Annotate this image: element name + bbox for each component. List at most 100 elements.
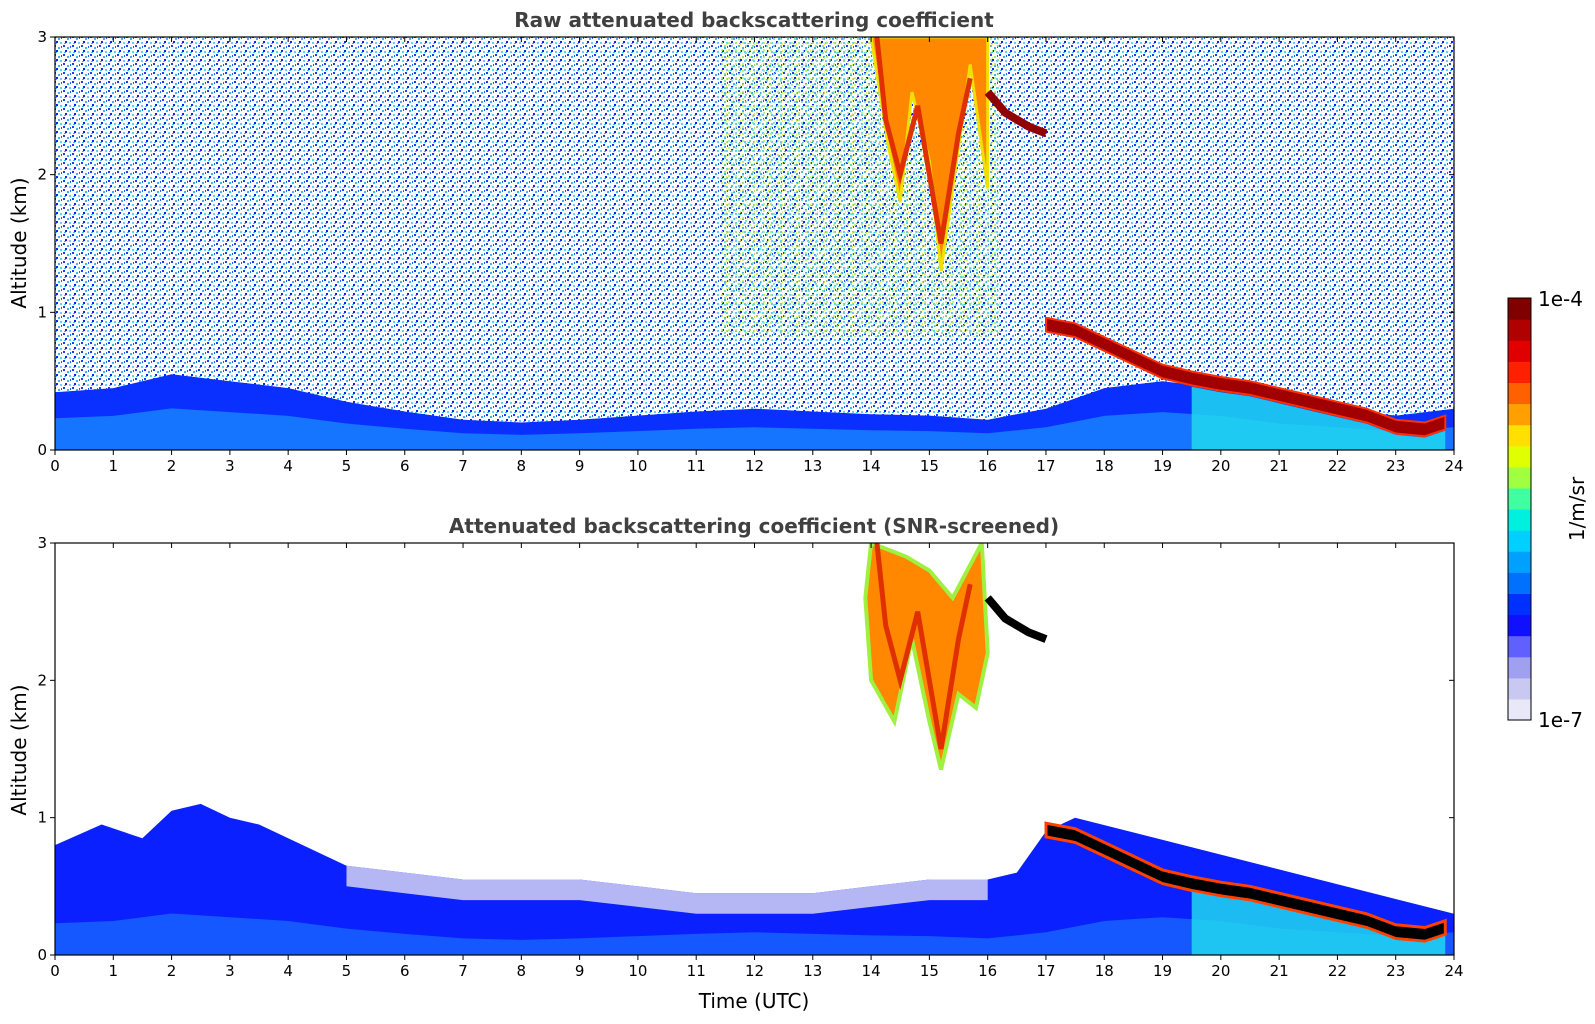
colorbar-cell [1508, 382, 1531, 405]
x-tick-label: 7 [458, 962, 468, 980]
x-tick-label: 21 [1270, 457, 1289, 475]
colorbar-max-label: 1e-4 [1538, 287, 1583, 311]
x-tick-label: 12 [745, 457, 764, 475]
colorbar-cell [1508, 698, 1531, 721]
y-tick-label: 0 [37, 441, 47, 459]
colorbar-cells [1508, 298, 1531, 721]
colorbar-cell [1508, 319, 1531, 341]
x-tick-label: 11 [687, 457, 706, 475]
x-tick-label: 6 [400, 962, 410, 980]
x-tick-label: 3 [225, 457, 235, 475]
colorbar-cell [1508, 445, 1531, 468]
x-tick-label: 13 [803, 457, 822, 475]
screened-boundary-layer-core [55, 913, 1454, 955]
screened-aerosol-faint [346, 865, 988, 914]
screened-high-cloud-core [874, 543, 973, 750]
colorbar: 1e-4 1e-7 1/m/sr [1507, 287, 1589, 732]
x-tick-label: 18 [1095, 457, 1114, 475]
raw-high-cloud-core [874, 37, 973, 244]
x-tick-label: 22 [1328, 457, 1347, 475]
colorbar-cell [1508, 677, 1531, 700]
colorbar-min-label: 1e-7 [1538, 708, 1583, 732]
y-tick-label: 0 [37, 946, 47, 964]
panel-screened-ylabel: Altitude (km) [7, 684, 31, 815]
raw-cloud-layer [1045, 316, 1447, 438]
panel-raw-heatmap [55, 37, 1454, 450]
x-tick-label: 22 [1328, 962, 1347, 980]
x-tick-label: 4 [283, 962, 293, 980]
x-tick-label: 3 [225, 962, 235, 980]
x-tick-label: 2 [167, 457, 177, 475]
x-tick-label: 20 [1211, 457, 1230, 475]
colorbar-cell [1508, 635, 1531, 658]
x-tick-label: 16 [978, 962, 997, 980]
x-tick-label: 19 [1153, 962, 1172, 980]
raw-high-cloud [869, 37, 990, 272]
colorbar-cell [1508, 572, 1531, 594]
x-tick-label: 15 [920, 457, 939, 475]
x-tick-label: 6 [400, 457, 410, 475]
panel-raw-y-ticks: 0 1 2 3 [37, 28, 1454, 459]
colorbar-cell [1508, 361, 1531, 383]
x-tick-label: 8 [517, 962, 527, 980]
panel-screened: Attenuated backscattering coefficient (S… [7, 514, 1464, 1013]
colorbar-cell [1508, 593, 1531, 616]
x-tick-label: 23 [1386, 962, 1405, 980]
panel-raw-title: Raw attenuated backscattering coefficien… [514, 8, 994, 32]
panel-screened-xlabel: Time (UTC) [698, 989, 810, 1013]
colorbar-cell [1508, 340, 1531, 362]
colorbar-cell [1508, 656, 1531, 679]
x-tick-label: 5 [342, 962, 352, 980]
colorbar-cell [1508, 487, 1531, 510]
x-tick-label: 17 [1036, 962, 1055, 980]
y-tick-label: 1 [37, 809, 47, 827]
x-tick-label: 17 [1036, 457, 1055, 475]
x-tick-label: 23 [1386, 457, 1405, 475]
panel-raw-x-ticks: 0 1 2 3 4 5 6 7 8 9 10 11 12 13 14 15 16 17 18 19 20 21 22 23 24 [50, 37, 1464, 475]
x-tick-label: 16 [978, 457, 997, 475]
y-tick-label: 1 [37, 303, 47, 321]
screened-cloud-underside [1191, 891, 1446, 955]
x-tick-label: 7 [458, 457, 468, 475]
x-tick-label: 0 [50, 457, 60, 475]
colorbar-cell [1508, 530, 1531, 552]
panel-raw: Raw attenuated backscattering coefficien… [7, 8, 1464, 475]
x-tick-label: 4 [283, 457, 293, 475]
colorbar-cell [1508, 298, 1531, 320]
x-tick-label: 14 [862, 962, 881, 980]
raw-boundary-layer-core [55, 408, 1454, 450]
x-tick-label: 11 [687, 962, 706, 980]
panel-raw-ylabel: Altitude (km) [7, 177, 31, 308]
x-tick-label: 13 [803, 962, 822, 980]
x-tick-label: 15 [920, 962, 939, 980]
x-tick-label: 2 [167, 962, 177, 980]
x-tick-label: 12 [745, 962, 764, 980]
y-tick-label: 2 [37, 166, 47, 184]
colorbar-cell [1508, 551, 1531, 573]
panel-screened-x-ticks: 0 1 2 3 4 5 6 7 8 9 10 11 12 13 14 15 16 17 18 19 20 21 22 23 24 [50, 543, 1464, 980]
x-tick-label: 5 [342, 457, 352, 475]
x-tick-label: 0 [50, 962, 60, 980]
screened-elevated-layer [984, 595, 1048, 643]
colorbar-frame [1507, 297, 1532, 721]
x-tick-label: 24 [1444, 962, 1463, 980]
x-tick-label: 1 [109, 457, 119, 475]
colorbar-cell [1508, 466, 1531, 489]
raw-cloud-underside [1191, 386, 1446, 450]
x-tick-label: 1 [109, 962, 119, 980]
panel-screened-y-ticks: 0 1 2 3 [37, 534, 1454, 964]
colorbar-cell [1508, 614, 1531, 637]
panel-screened-heatmap [55, 543, 1454, 955]
y-tick-label: 3 [37, 534, 47, 552]
x-tick-label: 10 [628, 962, 647, 980]
x-tick-label: 8 [517, 457, 527, 475]
x-tick-label: 9 [575, 962, 585, 980]
y-tick-label: 3 [37, 28, 47, 46]
x-tick-label: 19 [1153, 457, 1172, 475]
x-tick-label: 21 [1270, 962, 1289, 980]
x-tick-label: 10 [628, 457, 647, 475]
colorbar-cell [1508, 509, 1531, 531]
x-tick-label: 18 [1095, 962, 1114, 980]
